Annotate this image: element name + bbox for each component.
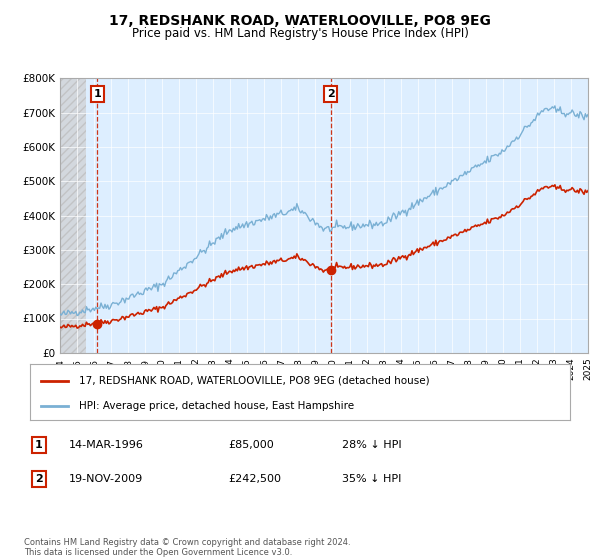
Text: Contains HM Land Registry data © Crown copyright and database right 2024.
This d: Contains HM Land Registry data © Crown c…: [24, 538, 350, 557]
Text: 2: 2: [327, 89, 335, 99]
Text: 1: 1: [94, 89, 101, 99]
Text: HPI: Average price, detached house, East Hampshire: HPI: Average price, detached house, East…: [79, 401, 354, 411]
Text: 1: 1: [35, 440, 43, 450]
Text: 14-MAR-1996: 14-MAR-1996: [69, 440, 144, 450]
Text: Price paid vs. HM Land Registry's House Price Index (HPI): Price paid vs. HM Land Registry's House …: [131, 27, 469, 40]
Text: 28% ↓ HPI: 28% ↓ HPI: [342, 440, 401, 450]
Text: 17, REDSHANK ROAD, WATERLOOVILLE, PO8 9EG (detached house): 17, REDSHANK ROAD, WATERLOOVILLE, PO8 9E…: [79, 376, 429, 386]
Bar: [60, 78, 86, 353]
Text: £242,500: £242,500: [228, 474, 281, 484]
Text: 17, REDSHANK ROAD, WATERLOOVILLE, PO8 9EG: 17, REDSHANK ROAD, WATERLOOVILLE, PO8 9E…: [109, 14, 491, 28]
Text: £85,000: £85,000: [228, 440, 274, 450]
Text: 35% ↓ HPI: 35% ↓ HPI: [342, 474, 401, 484]
Text: 19-NOV-2009: 19-NOV-2009: [69, 474, 143, 484]
Text: 2: 2: [35, 474, 43, 484]
